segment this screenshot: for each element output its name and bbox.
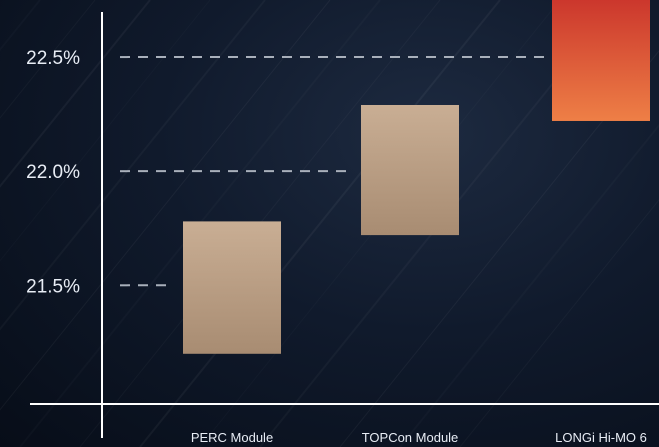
bars bbox=[183, 0, 650, 354]
y-tick-label: 21.5% bbox=[26, 276, 80, 297]
y-tick-label: 22.0% bbox=[26, 162, 80, 183]
x-category-label: TOPCon Module bbox=[362, 430, 459, 445]
x-category-label: LONGi Hi-MO 6 bbox=[555, 430, 647, 445]
background-streak bbox=[0, 0, 151, 188]
bar-topcon-module bbox=[361, 104, 459, 236]
background-streak bbox=[139, 0, 501, 447]
x-category-label: PERC Module bbox=[191, 430, 273, 445]
background-streak bbox=[0, 0, 331, 411]
y-tick-label: 22.5% bbox=[26, 48, 80, 69]
bar-longi-hi-mo-6 bbox=[552, 0, 650, 121]
bar-perc-module bbox=[183, 221, 281, 354]
y-tick-labels: 21.5% 22.0% 22.5% bbox=[26, 48, 80, 297]
x-category-labels: PERC Module TOPCon Module LONGi Hi-MO 6 bbox=[191, 430, 647, 445]
gridlines bbox=[120, 56, 548, 287]
